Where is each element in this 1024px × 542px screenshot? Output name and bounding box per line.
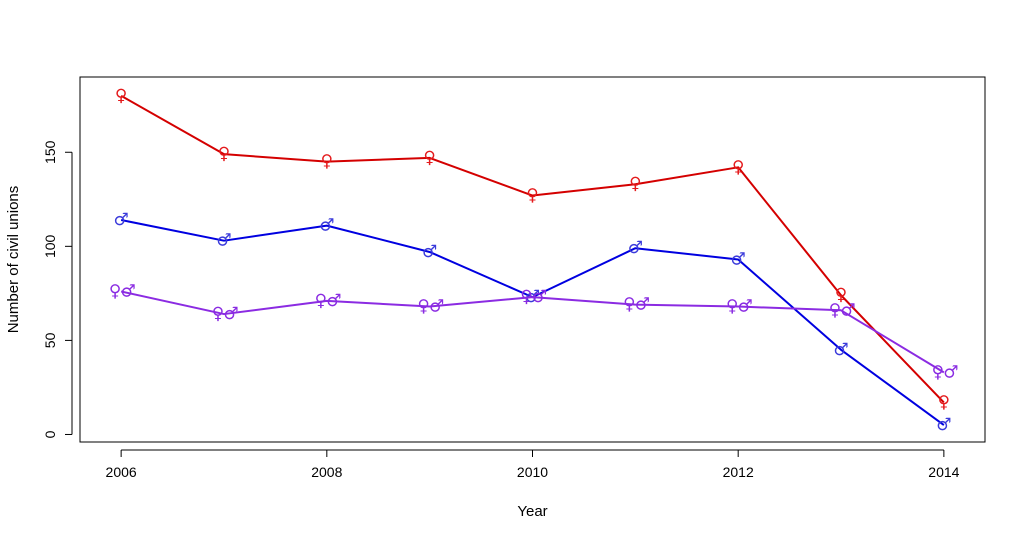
male-icon: ♂ xyxy=(114,210,129,230)
male-icon: ♂ xyxy=(833,340,848,360)
male-icon: ♂ xyxy=(943,362,958,382)
male-icon: ♂ xyxy=(223,304,238,324)
series-male-male-point-2009: ♂ xyxy=(422,242,437,262)
series-female-female-point-2007: ♀ xyxy=(218,144,230,164)
female-icon: ♀ xyxy=(115,86,127,106)
male-icon: ♂ xyxy=(731,250,746,270)
female-icon: ♀ xyxy=(423,148,435,168)
x-tick-label-2010: 2010 xyxy=(517,464,548,480)
male-icon: ♂ xyxy=(635,295,650,315)
female-icon: ♀ xyxy=(315,291,327,311)
series-male-male-point-2008: ♂ xyxy=(319,216,334,236)
series-female-female-point-2010: ♀ xyxy=(526,186,538,206)
series-female-male-point-2013: ♀ ♂ xyxy=(829,300,856,320)
y-tick-label-50: 50 xyxy=(42,332,58,348)
male-icon: ♂ xyxy=(216,231,231,251)
female-icon: ♀ xyxy=(932,362,944,382)
series-female-male-point-2008: ♀ ♂ xyxy=(315,291,342,311)
series-female-female-point-2012: ♀ xyxy=(732,157,744,177)
female-icon: ♀ xyxy=(218,144,230,164)
male-icon: ♂ xyxy=(936,415,951,435)
plot-frame-group xyxy=(79,76,986,443)
male-icon: ♂ xyxy=(532,287,547,307)
female-icon: ♀ xyxy=(520,287,532,307)
series-male-male-point-2013: ♂ xyxy=(833,340,848,360)
plot-frame xyxy=(79,76,986,443)
x-axis-title: Year xyxy=(517,503,547,520)
series-female-male-point-2007: ♀ ♂ xyxy=(212,304,239,324)
male-icon: ♂ xyxy=(121,281,136,301)
series-female-female-point-2006: ♀ xyxy=(115,86,127,106)
series-male-male-point-2006: ♂ xyxy=(114,210,129,230)
series-female-male-line xyxy=(120,290,945,374)
series-female-female-line xyxy=(120,94,945,404)
female-icon: ♀ xyxy=(212,304,224,324)
x-tick-label-2014: 2014 xyxy=(928,464,959,480)
series-male-male-point-2007: ♂ xyxy=(216,231,231,251)
female-icon: ♀ xyxy=(629,174,641,194)
series-female-female-point-2009: ♀ xyxy=(423,148,435,168)
male-icon: ♂ xyxy=(326,291,341,311)
series-female-female-point-2013: ♀ xyxy=(835,285,847,305)
series-female-male-point-2009: ♀ ♂ xyxy=(417,297,444,317)
female-icon: ♀ xyxy=(526,186,538,206)
y-tick-label-150: 150 xyxy=(42,140,58,164)
y-axis-title: Number of civil unions xyxy=(5,186,22,334)
series-male-male-line xyxy=(120,219,945,426)
series-female-female-point-2011: ♀ xyxy=(629,174,641,194)
female-icon: ♀ xyxy=(623,295,635,315)
series-female-female-point-2008: ♀ xyxy=(321,152,333,172)
series-male-male-point-2012: ♂ xyxy=(731,250,746,270)
female-icon: ♀ xyxy=(938,392,950,412)
series-female-male-point-2010: ♀ ♂ xyxy=(520,287,547,307)
x-tick-label-2006: 2006 xyxy=(106,464,137,480)
x-tick-label-2012: 2012 xyxy=(723,464,754,480)
female-icon: ♀ xyxy=(835,285,847,305)
y-tick-label-100: 100 xyxy=(42,234,58,258)
axes-group: 2006 2008 2010 2012 2014 0 50 100 150 xyxy=(42,140,960,480)
series-male-male-point-2011: ♂ xyxy=(628,238,643,258)
female-icon: ♀ xyxy=(109,281,121,301)
male-icon: ♂ xyxy=(628,238,643,258)
female-icon: ♀ xyxy=(829,300,841,320)
female-icon: ♀ xyxy=(321,152,333,172)
female-icon: ♀ xyxy=(732,157,744,177)
series-male-male-point-2014: ♂ xyxy=(936,415,951,435)
male-icon: ♂ xyxy=(422,242,437,262)
series-female-male-point-2006: ♀ ♂ xyxy=(109,281,136,301)
female-icon: ♀ xyxy=(417,297,429,317)
series-group: ♀♀ ♀ ♀♀♀♀♀♀♂♂♂♂♂♂♂♂♂♀ ♂♀ ♂♀ ♂ ♀ ♂ ♀ ♂ ♀ ♂ ♀ ♂ ♀ ♂♀ ♂ xyxy=(109,86,959,435)
female-icon: ♀ xyxy=(726,297,738,317)
series-female-male-point-2014: ♀ ♂ xyxy=(932,362,959,382)
series-female-male-point-2011: ♀ ♂ xyxy=(623,295,650,315)
male-icon: ♂ xyxy=(738,297,753,317)
male-icon: ♂ xyxy=(840,300,855,320)
y-tick-label-0: 0 xyxy=(42,430,58,438)
male-icon: ♂ xyxy=(319,216,334,236)
series-female-male-point-2012: ♀ ♂ xyxy=(726,297,753,317)
male-icon: ♂ xyxy=(429,297,444,317)
series-female-female-point-2014: ♀ xyxy=(938,392,950,412)
x-tick-label-2008: 2008 xyxy=(311,464,342,480)
